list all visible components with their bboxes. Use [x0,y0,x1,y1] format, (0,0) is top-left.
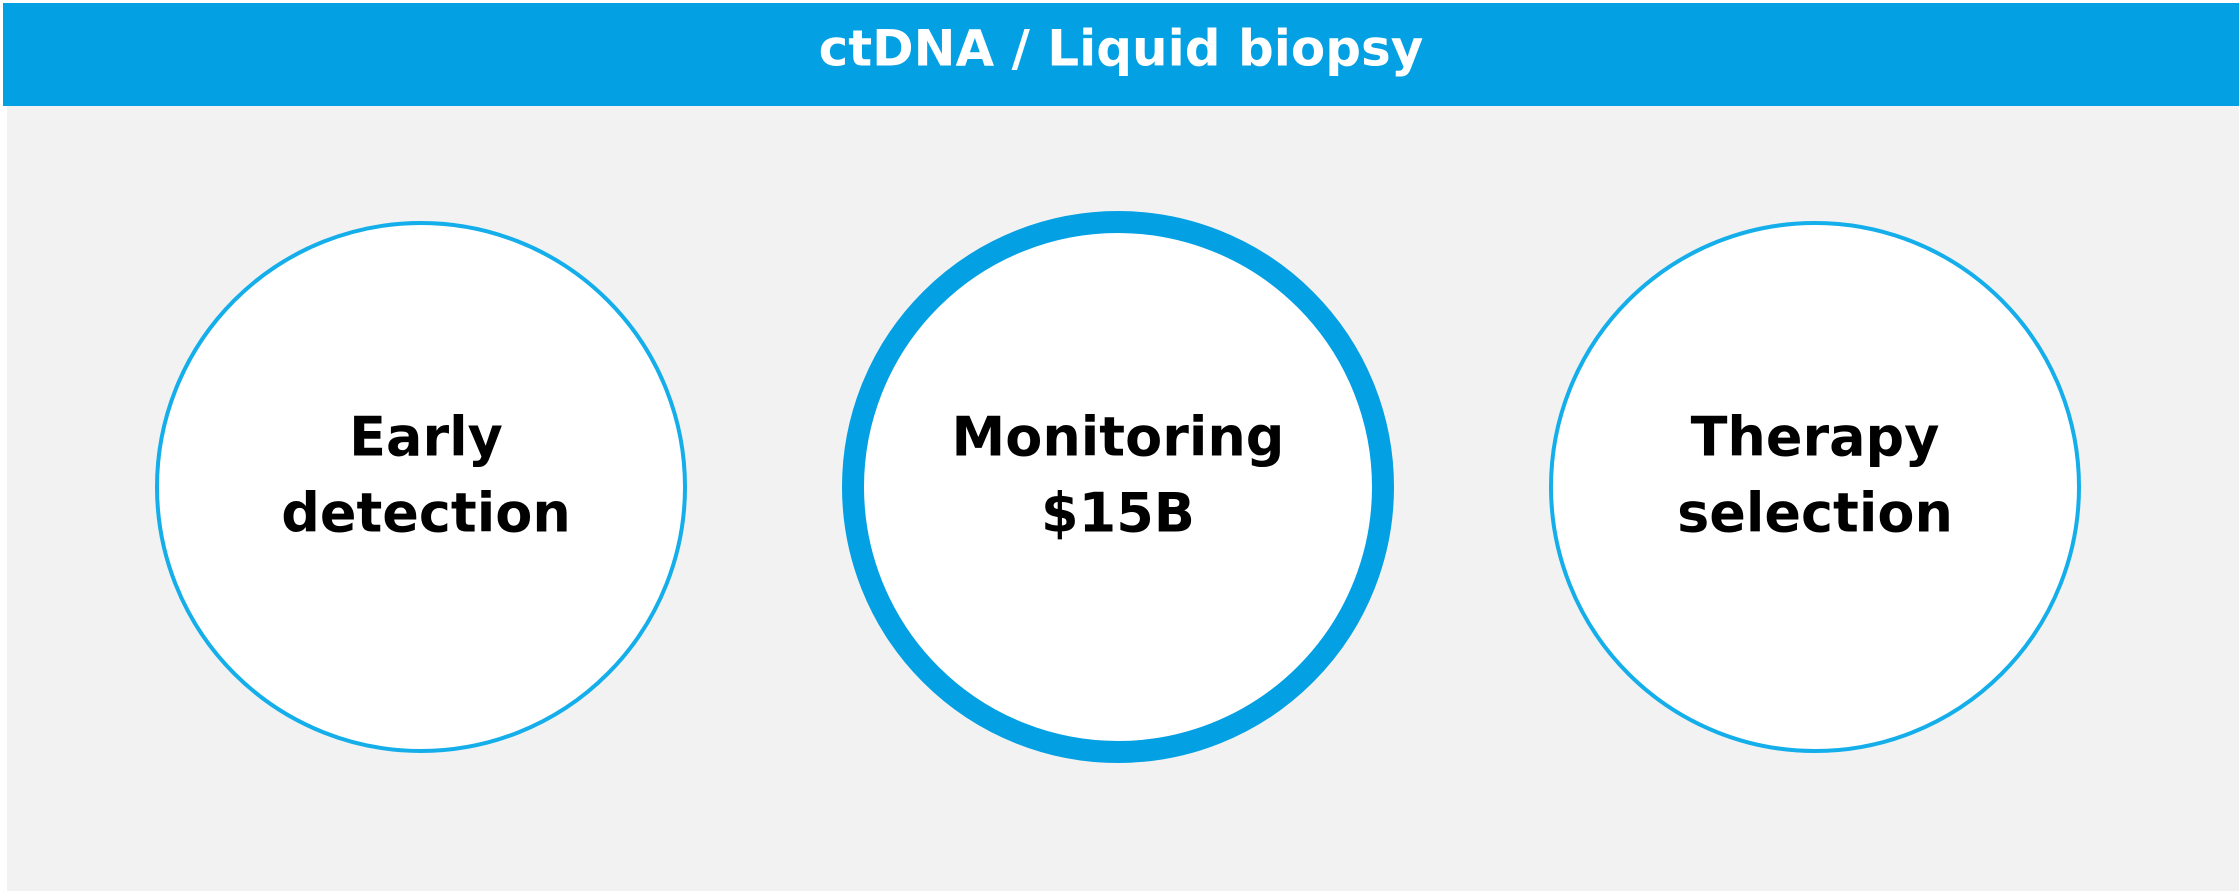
node-circle [155,221,687,753]
node-circle-highlight [842,211,1394,763]
node-label: detection [281,482,571,545]
node-circle [1549,221,2081,753]
node-label: Therapy [1691,406,1940,469]
node-label: Monitoring [952,406,1285,469]
node-label: Early [349,406,503,469]
node-label: selection [1677,482,1953,545]
header-title: ctDNA / Liquid biopsy [819,20,1424,78]
node-label: $15B [1041,482,1195,545]
header-bar [3,3,2239,106]
